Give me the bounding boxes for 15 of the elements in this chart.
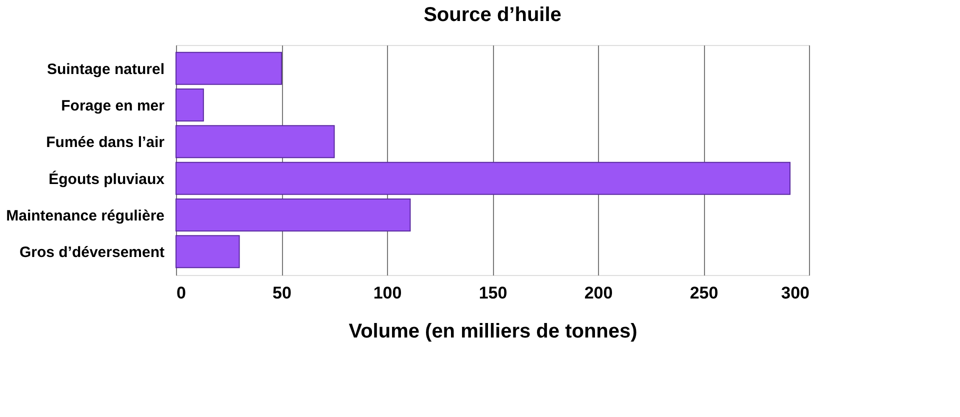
x-tick-label: 200 bbox=[584, 284, 613, 302]
x-axis-title: Volume (en milliers de tonnes) bbox=[348, 320, 638, 342]
y-tick-label: Suintage naturel bbox=[46, 60, 164, 78]
y-tick-label: Forage en mer bbox=[61, 98, 165, 114]
x-tick-label: 150 bbox=[478, 284, 508, 302]
x-tick-label: 0 bbox=[176, 284, 186, 302]
x-tick-label: 50 bbox=[272, 284, 292, 302]
x-tick-label: 100 bbox=[373, 284, 402, 302]
y-tick-label: Maintenance régulière bbox=[6, 208, 164, 224]
y-tick-label: Fumée dans l’air bbox=[46, 134, 165, 152]
y-tick-label: Égouts pluviaux bbox=[48, 170, 166, 188]
chart-title: Source d’huile bbox=[424, 4, 562, 26]
x-tick-label: 300 bbox=[781, 284, 810, 302]
x-tick-label: 250 bbox=[690, 284, 718, 302]
y-tick-label: Gros d’déversement bbox=[19, 244, 164, 262]
